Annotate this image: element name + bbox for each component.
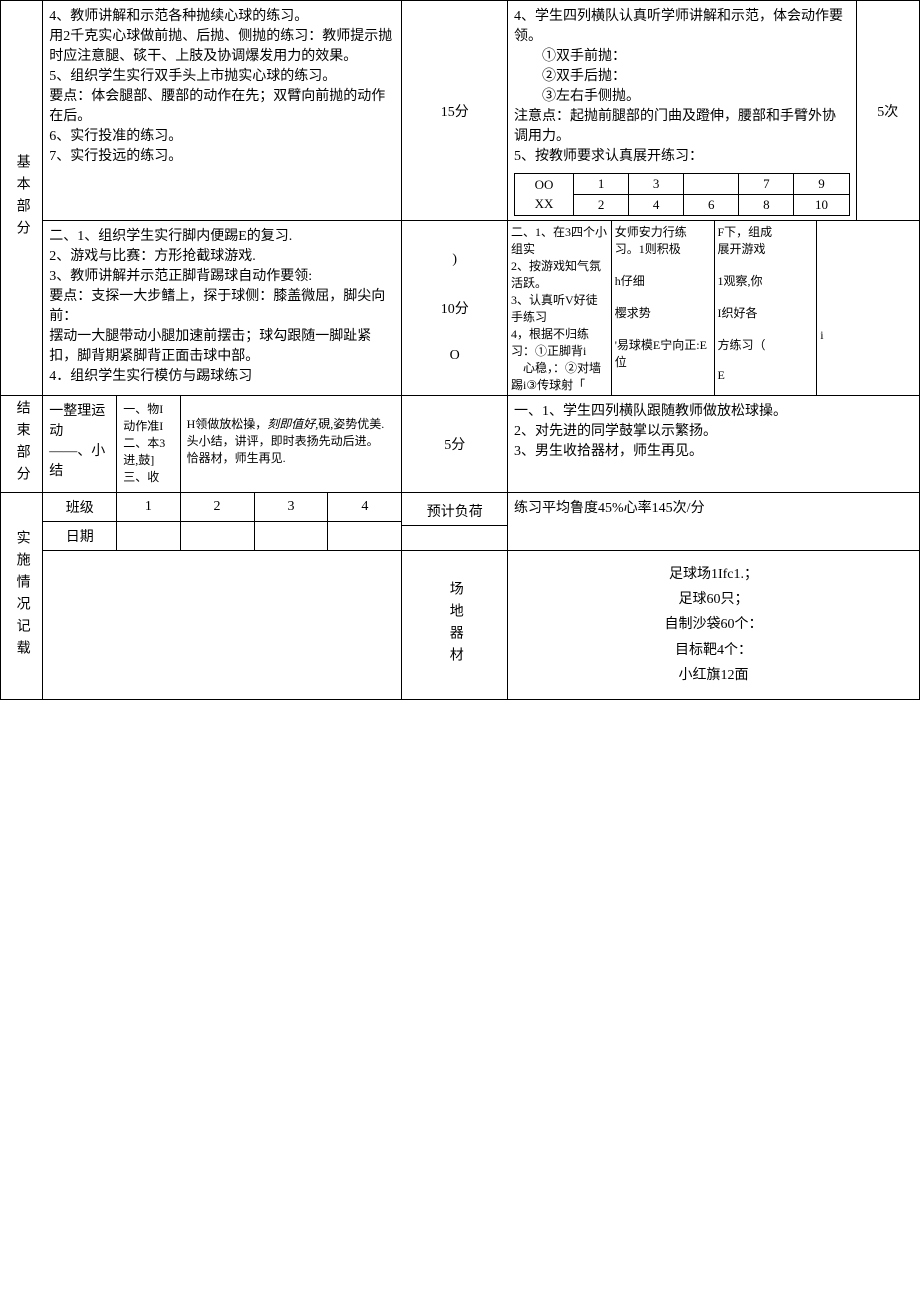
time2-top: ) — [408, 252, 501, 268]
basic-teacher-1: 4、教师讲解和示范各种抛续心球的练习。 用2千克实心球做前抛、后抛、侧抛的练习：… — [43, 1, 402, 221]
basic-student-1-text: 4、学生四列横队认真听学师讲解和示范，体会动作要领。 ①双手前抛： ②双手后抛：… — [514, 5, 850, 165]
basic-count-1: 5次 — [856, 1, 919, 221]
date-2 — [180, 522, 254, 551]
basic-time-2: ) 10分 O — [402, 221, 508, 396]
grid-blank — [684, 174, 739, 195]
grid-9: 9 — [794, 174, 849, 195]
class-3: 3 — [254, 493, 328, 522]
basic-teacher-2: 二、1、组织学生实行脚内便踢E的复习. 2、游戏与比赛：方形抢截球游戏. 3、教… — [43, 221, 402, 396]
venue-label: 场地器材 — [402, 551, 508, 700]
grid-7: 7 — [739, 174, 794, 195]
grid-8: 8 — [739, 195, 794, 216]
time2-bottom: O — [408, 348, 501, 364]
student2-c4: i — [816, 221, 919, 395]
class-2: 2 — [180, 493, 254, 522]
date-4 — [328, 522, 402, 551]
venue-value: 足球场1Ifc1.； 足球60只； 自制沙袋60个： 目标靶4个： 小红旗12面 — [508, 551, 920, 700]
grid-1: 1 — [574, 174, 629, 195]
basic-time-1: 15分 — [402, 1, 508, 221]
load-value: 练习平均鲁度45%心率145次/分 — [508, 493, 920, 551]
section-basic-label: 基本部分 — [1, 1, 43, 396]
load-label-text: 预计负荷 — [402, 497, 507, 526]
lesson-plan-table: 基本部分 4、教师讲解和示范各种抛续心球的练习。 用2千克实心球做前抛、后抛、侧… — [0, 0, 920, 700]
date-1 — [117, 522, 180, 551]
end-student: 一、1、学生四列横队跟随教师做放松球操。 2、对先进的同学鼓掌以示繁扬。 3、男… — [508, 396, 920, 493]
time2-mid: 10分 — [408, 298, 501, 318]
grid-10: 10 — [794, 195, 849, 216]
end-teacher-text: H领做放松操，刻即值好,硯,姿势优美.头小结，讲评，即时表扬先动后进。恰器材，师… — [187, 417, 385, 465]
class-1: 1 — [117, 493, 180, 522]
end-time: 5分 — [402, 396, 508, 493]
date-3 — [254, 522, 328, 551]
grid-3: 3 — [629, 174, 684, 195]
record-blank — [43, 551, 402, 700]
student2-c1: 二、1、在3四个小组实 2、按游戏知气氛活跃。 3、认真听V好徒手练习 4，根据… — [508, 221, 611, 395]
end-teacher-col2: H领做放松操，刻即值好,硯,姿势优美.头小结，讲评，即时表扬先动后进。恰器材，师… — [180, 396, 402, 493]
section-record-label: 实施情况记载 — [1, 493, 43, 700]
class-4: 4 — [328, 493, 402, 522]
student2-c3: F下，组成 展开游戏 1观察,你 I织好各 方练习（ E — [714, 221, 817, 395]
formation-oo-xx: OO XX — [515, 174, 574, 216]
end-teacher-col1: 一、物I动作准I 二、本3进,鼓]三、收 — [117, 396, 180, 493]
load-label: 预计负荷 — [402, 493, 508, 551]
grid-4: 4 — [629, 195, 684, 216]
formation-xx: XX — [535, 196, 554, 211]
grid-6: 6 — [684, 195, 739, 216]
basic-student-1: 4、学生四列横队认真听学师讲解和示范，体会动作要领。 ①双手前抛： ②双手后抛：… — [508, 1, 857, 221]
grid-2: 2 — [574, 195, 629, 216]
date-label: 日期 — [43, 522, 117, 551]
section-end-label: 结束部分 — [1, 396, 43, 493]
formation-oo: OO — [535, 177, 554, 192]
student2-c2: 女师安力行练习。1则积极 h仔细 樱求势 '易球模E宁向正:E位 — [611, 221, 714, 395]
class-label: 班级 — [43, 493, 117, 522]
basic-student-2: 二、1、在3四个小组实 2、按游戏知气氛活跃。 3、认真听V好徒手练习 4，根据… — [508, 221, 920, 396]
end-sub: 一整理运动 ——、小结 — [43, 396, 117, 493]
formation-grid: OO XX 1 3 7 9 2 4 6 8 10 — [514, 173, 850, 216]
